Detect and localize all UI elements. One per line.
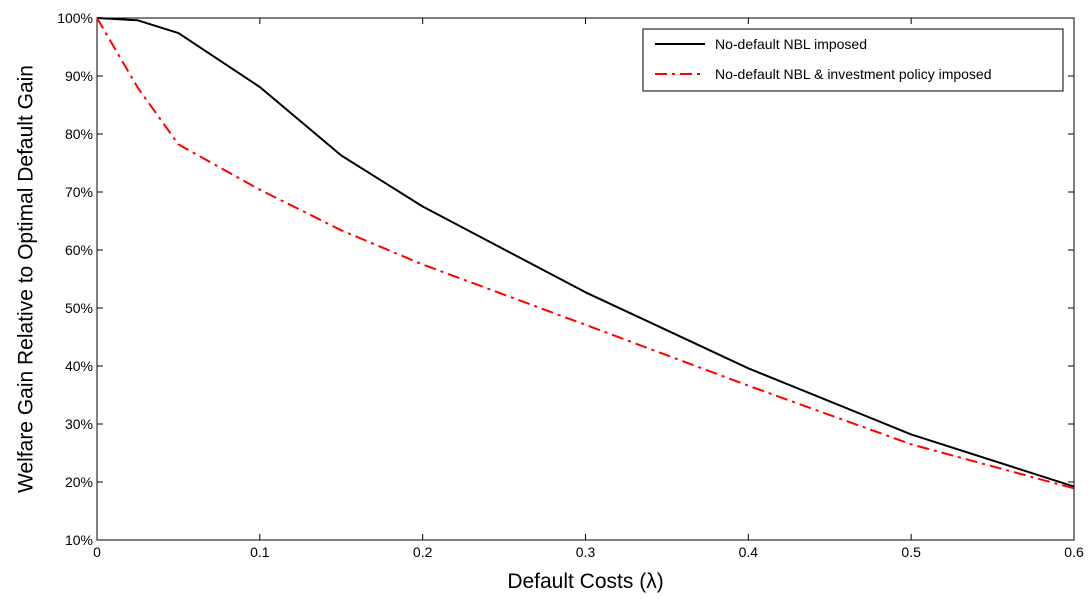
y-tick-label: 30% [65,416,93,432]
plot-area [96,17,1075,541]
y-tick-label: 80% [65,126,93,142]
x-tick-label: 0.5 [901,544,921,560]
plot-frame [96,17,1075,541]
x-tick-label: 0.1 [250,544,270,560]
series-line-1 [96,17,1075,488]
x-tick-label: 0.3 [576,544,596,560]
legend: No-default NBL imposed No-default NBL & i… [642,28,1064,92]
y-tick-label: 90% [65,68,93,84]
y-tick-label: 60% [65,242,93,258]
y-axis-title: Welfare Gain Relative to Optimal Default… [15,65,38,493]
y-tick-label: 40% [65,358,93,374]
series-layer [96,17,1075,490]
y-tick-label: 10% [65,532,93,548]
x-tick-label: 0.4 [739,544,759,560]
series-line-2 [96,17,1075,490]
x-tick-label: 0.6 [1064,544,1084,560]
legend-label-1: No-default NBL imposed [715,36,867,52]
y-tick-label: 50% [65,300,93,316]
legend-box [642,28,1064,92]
x-tick-label: 0.2 [413,544,433,560]
x-tick-label: 0 [93,544,101,560]
axis-ticks: 0 0.1 0.2 0.3 0.4 0.5 0.6 10% 20% 30% 40% 50% 60% 70%… [57,10,1084,560]
y-tick-label: 100% [57,10,93,26]
y-tick-label: 20% [65,474,93,490]
legend-label-2: No-default NBL & investment policy impos… [715,66,992,82]
x-axis-title: Default Costs (λ) [507,570,663,593]
y-tick-label: 70% [65,184,93,200]
